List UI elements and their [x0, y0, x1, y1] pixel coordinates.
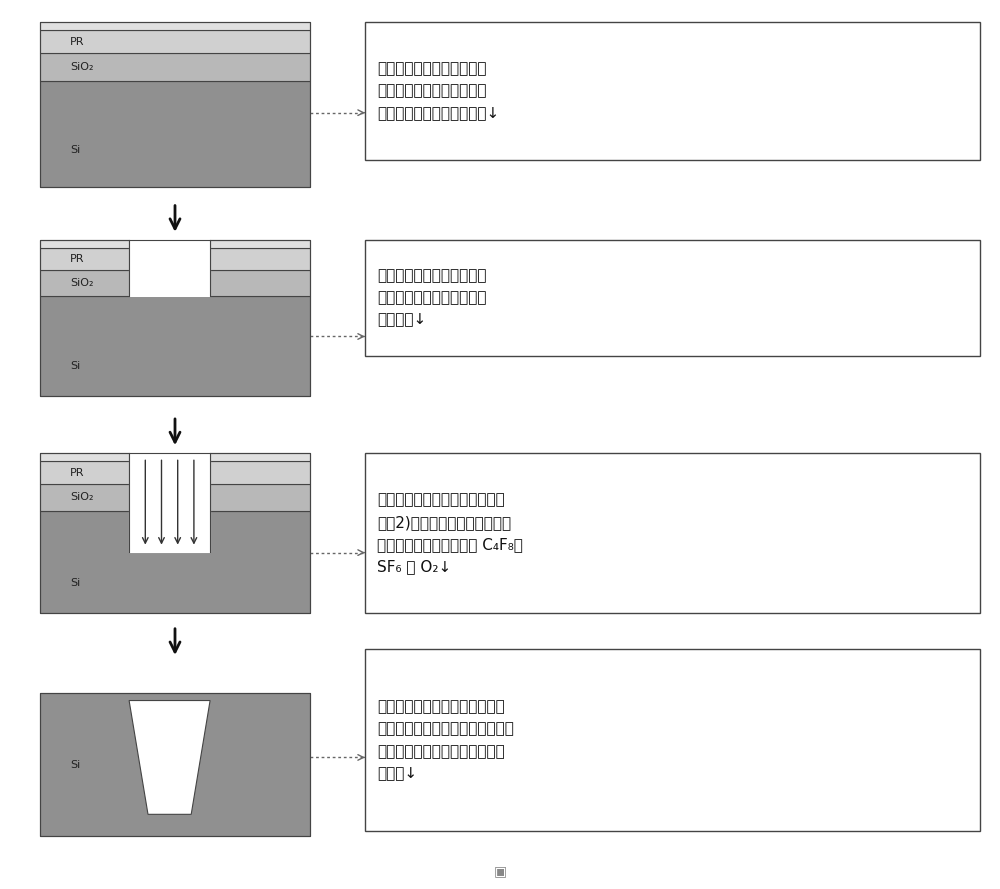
Text: ▣: ▣: [493, 864, 507, 878]
Polygon shape: [129, 701, 210, 814]
Bar: [365, 22, 980, 160]
Text: SiO₂: SiO₂: [70, 62, 94, 72]
Bar: [210, 240, 310, 248]
Bar: [40, 461, 129, 484]
Text: SiO₂: SiO₂: [70, 493, 94, 502]
Bar: [210, 484, 310, 511]
Bar: [40, 82, 310, 187]
Text: 刻蚀完成之后，采用湿法的方法
去除光阻和氧化层，得到硬器件，
所得硬器件具有上述倒梯形的沟
槽形貌↓: 刻蚀完成之后，采用湿法的方法 去除光阻和氧化层，得到硬器件， 所得硬器件具有上述…: [377, 700, 514, 781]
Text: 采用感应耦合等离子刻蚀机，对
上述2)中裸露出的硬衬底进行分
步骤刻蚀，刻蚀气体包括 C₄F₈、
SF₆ 和 O₂↓: 采用感应耦合等离子刻蚀机，对 上述2)中裸露出的硬衬底进行分 步骤刻蚀，刻蚀气体…: [377, 493, 523, 574]
Text: Si: Si: [70, 578, 80, 588]
Bar: [40, 30, 310, 53]
Bar: [365, 240, 980, 356]
Bar: [40, 484, 129, 511]
Bar: [40, 511, 310, 613]
Text: 在光刻区域采用干法刻蚀的
方法去除氧化层，露出下面
的硬衬底↓: 在光刻区域采用干法刻蚀的 方法去除氧化层，露出下面 的硬衬底↓: [377, 268, 486, 327]
Text: Si: Si: [70, 145, 80, 155]
Text: SiO₂: SiO₂: [70, 278, 94, 288]
Bar: [129, 240, 210, 296]
Text: PR: PR: [70, 37, 84, 47]
Bar: [210, 269, 310, 296]
Bar: [40, 240, 310, 396]
Bar: [40, 53, 310, 82]
Text: PR: PR: [70, 253, 84, 264]
Bar: [210, 461, 310, 484]
Bar: [210, 453, 310, 461]
Bar: [365, 649, 980, 831]
Bar: [40, 453, 310, 613]
Bar: [40, 453, 129, 461]
Bar: [40, 248, 129, 269]
Text: Si: Si: [70, 759, 80, 770]
Bar: [129, 453, 210, 552]
Bar: [40, 22, 310, 187]
Text: PR: PR: [70, 468, 84, 477]
Bar: [40, 240, 129, 248]
Bar: [40, 269, 129, 296]
Bar: [40, 22, 310, 30]
Bar: [210, 248, 310, 269]
Text: Si: Si: [70, 361, 80, 371]
Text: 对硬衬底材料进行氧化，形
成氧化层，在氧化层上涂布
光阻按照设计版图进行光刻↓: 对硬衬底材料进行氧化，形 成氧化层，在氧化层上涂布 光阻按照设计版图进行光刻↓: [377, 61, 499, 121]
Bar: [365, 453, 980, 613]
Bar: [40, 693, 310, 836]
Bar: [40, 296, 310, 396]
Bar: [40, 693, 310, 836]
